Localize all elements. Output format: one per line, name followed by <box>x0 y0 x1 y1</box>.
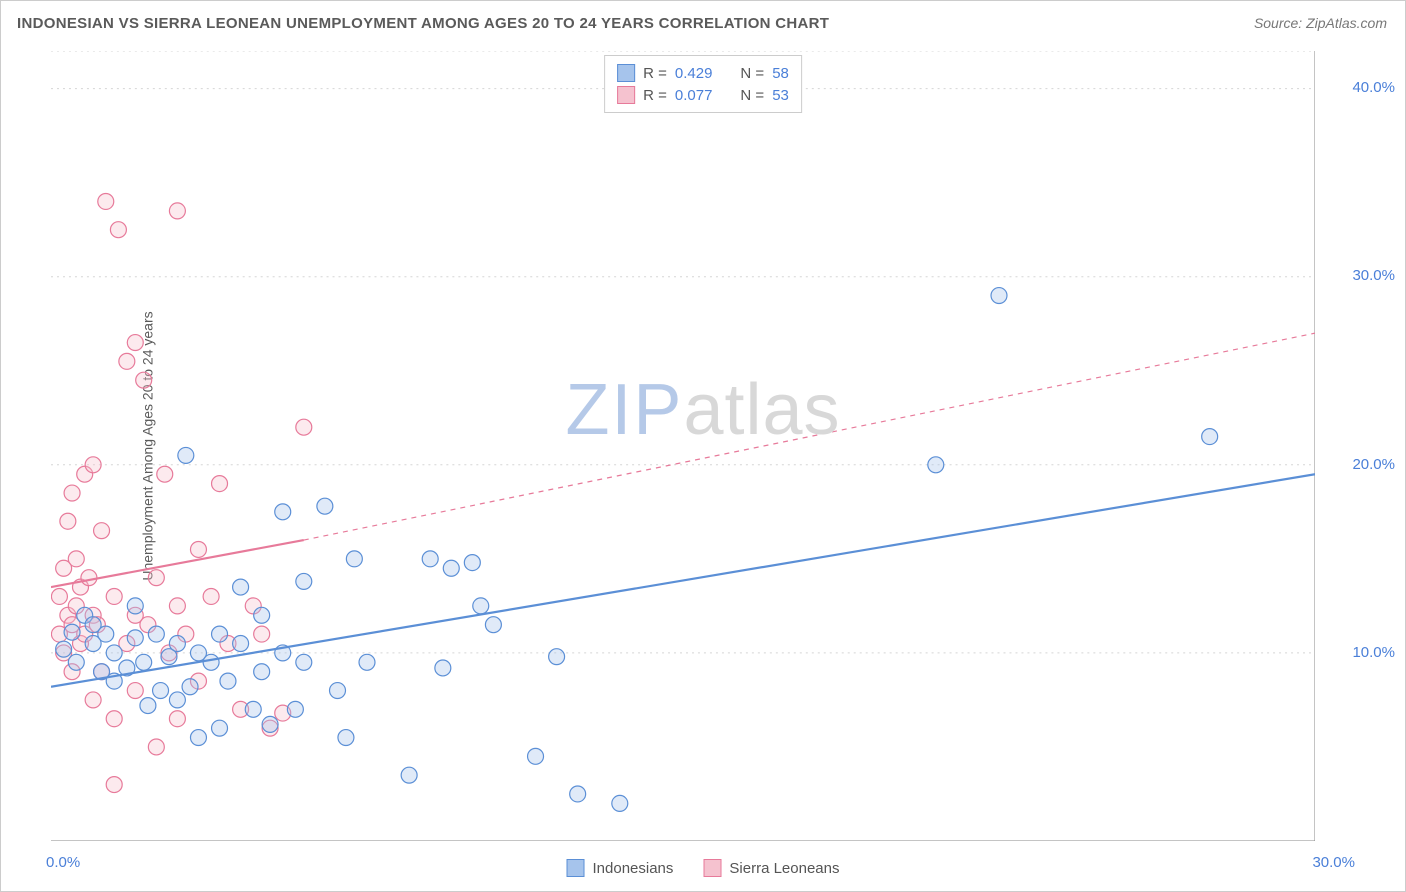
legend-item-indonesians: Indonesians <box>567 859 674 877</box>
r-label: R = <box>643 65 667 82</box>
swatch-indonesians <box>617 64 635 82</box>
n-value: 58 <box>772 65 789 82</box>
chart-container: INDONESIAN VS SIERRA LEONEAN UNEMPLOYMEN… <box>0 0 1406 892</box>
r-label: R = <box>643 87 667 104</box>
correlation-legend: R = 0.429 N = 58 R = 0.077 N = 53 <box>604 55 802 113</box>
legend-row-indonesians: R = 0.429 N = 58 <box>617 62 789 84</box>
n-label: N = <box>740 87 764 104</box>
n-value: 53 <box>772 87 789 104</box>
series-legend: Indonesians Sierra Leoneans <box>567 859 840 877</box>
r-value: 0.077 <box>675 87 713 104</box>
scatter-plot-svg <box>51 51 1315 841</box>
swatch-icon <box>703 859 721 877</box>
plot-area <box>51 51 1315 841</box>
legend-item-sierra-leoneans: Sierra Leoneans <box>703 859 839 877</box>
y-tick-20: 20.0% <box>1352 456 1395 473</box>
y-tick-40: 40.0% <box>1352 79 1395 96</box>
y-tick-30: 30.0% <box>1352 267 1395 284</box>
legend-label: Indonesians <box>593 860 674 877</box>
source-attribution: Source: ZipAtlas.com <box>1254 15 1387 31</box>
n-label: N = <box>740 65 764 82</box>
r-value: 0.429 <box>675 65 713 82</box>
swatch-icon <box>567 859 585 877</box>
x-tick-30: 30.0% <box>1312 854 1355 871</box>
legend-row-sierra-leoneans: R = 0.077 N = 53 <box>617 84 789 106</box>
y-tick-10: 10.0% <box>1352 644 1395 661</box>
swatch-sierra-leoneans <box>617 86 635 104</box>
x-tick-0: 0.0% <box>46 854 80 871</box>
legend-label: Sierra Leoneans <box>729 860 839 877</box>
chart-title: INDONESIAN VS SIERRA LEONEAN UNEMPLOYMEN… <box>17 15 829 32</box>
